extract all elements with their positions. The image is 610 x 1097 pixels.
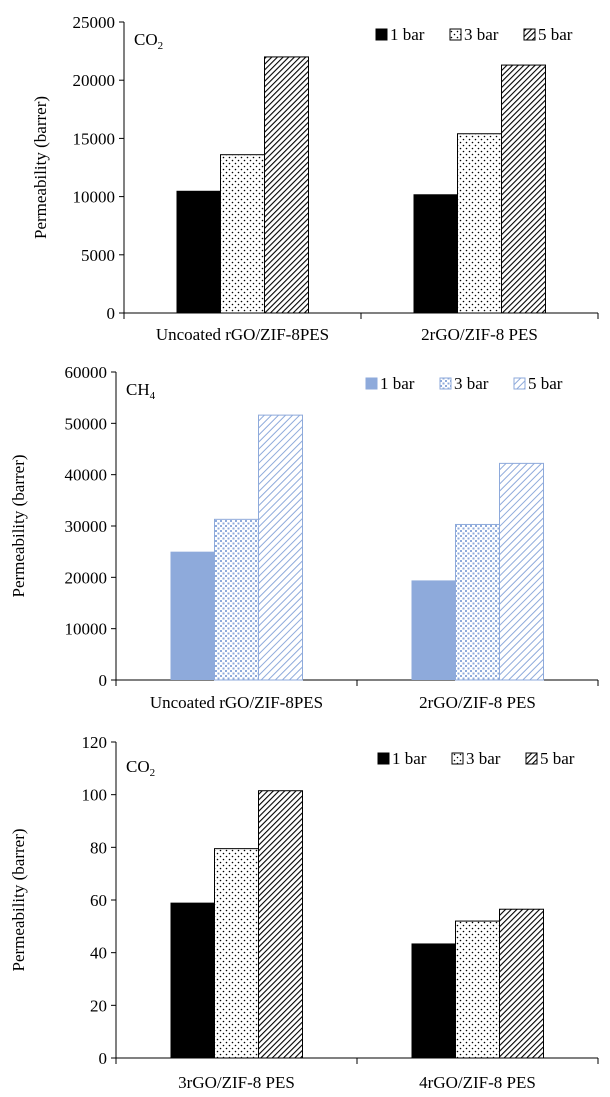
chart-3: 0 20 40 60 80 100 120 3rGO/ZIF-8 PES 4rGO/ZIF-8 … xyxy=(9,733,599,1092)
y-tick-label: 80 xyxy=(90,838,107,857)
category-label: 4rGO/ZIF-8 PES xyxy=(419,1073,536,1092)
bar-1-bar-2 xyxy=(411,943,456,1058)
bar-1-bar-1 xyxy=(170,902,215,1058)
category-label: 2rGO/ZIF-8 PES xyxy=(421,325,538,344)
legend-swatch xyxy=(449,28,462,41)
legend-label: 5 bar xyxy=(538,25,573,44)
bar-3-bar-1 xyxy=(214,518,259,681)
chart-1: 0 5000 10000 15000 20000 25000 Uncoated rGO/ZI… xyxy=(31,13,599,344)
y-axis-label: Permeability (barrer) xyxy=(9,828,28,971)
y-tick-label: 20000 xyxy=(65,568,108,587)
y-tick-label: 50000 xyxy=(65,414,108,433)
bar-5-bar-1 xyxy=(264,56,309,314)
legend-label: 1 bar xyxy=(390,25,425,44)
legend-swatch xyxy=(525,752,538,765)
legend-label: 1 bar xyxy=(392,749,427,768)
y-tick-label: 120 xyxy=(82,733,108,752)
category-label: Uncoated rGO/ZIF-8PES xyxy=(156,325,329,344)
y-tick-label: 60 xyxy=(90,891,107,910)
bar-3-bar-2 xyxy=(457,133,502,314)
bar-3-bar-2 xyxy=(455,523,500,681)
legend-swatch xyxy=(523,28,536,41)
y-tick-label: 100 xyxy=(82,786,108,805)
category-label: Uncoated rGO/ZIF-8PES xyxy=(150,693,323,712)
y-tick-label: 40000 xyxy=(65,466,108,485)
legend-swatch xyxy=(365,377,378,390)
y-tick-label: 25000 xyxy=(73,13,116,32)
y-tick-label: 20 xyxy=(90,996,107,1015)
bar-3-bar-1 xyxy=(214,848,259,1059)
legend-swatch xyxy=(375,28,388,41)
legend-label: 5 bar xyxy=(540,749,575,768)
y-tick-label: 5000 xyxy=(81,246,115,265)
legend-label: 5 bar xyxy=(528,374,563,393)
y-tick-label: 0 xyxy=(99,671,108,690)
y-tick-label: 10000 xyxy=(65,620,108,639)
legend-swatch xyxy=(377,752,390,765)
category-label: 3rGO/ZIF-8 PES xyxy=(178,1073,295,1092)
y-tick-label: 0 xyxy=(99,1049,108,1068)
legend-label: 3 bar xyxy=(464,25,499,44)
y-tick-label: 10000 xyxy=(73,188,116,207)
bar-3-bar-1 xyxy=(220,154,265,314)
y-tick-label: 20000 xyxy=(73,71,116,90)
bar-1-bar-1 xyxy=(176,190,221,313)
legend-swatch xyxy=(513,377,526,390)
y-tick-label: 30000 xyxy=(65,517,108,536)
chart-title: CO2 xyxy=(126,757,155,779)
bar-5-bar-1 xyxy=(258,414,303,681)
category-label: 2rGO/ZIF-8 PES xyxy=(419,693,536,712)
bar-1-bar-2 xyxy=(411,580,456,680)
bar-5-bar-2 xyxy=(501,64,546,314)
chart-title: CH4 xyxy=(126,380,156,402)
y-tick-label: 0 xyxy=(107,304,116,323)
bar-5-bar-2 xyxy=(499,462,544,681)
legend-swatch xyxy=(439,377,452,390)
y-axis-label: Permeability (barrer) xyxy=(31,96,50,239)
bar-5-bar-1 xyxy=(258,790,303,1059)
bar-1-bar-1 xyxy=(170,551,215,680)
legend-label: 3 bar xyxy=(466,749,501,768)
legend-label: 3 bar xyxy=(454,374,489,393)
y-tick-label: 40 xyxy=(90,944,107,963)
y-tick-label: 60000 xyxy=(65,363,108,382)
y-axis-label: Permeability (barrer) xyxy=(9,454,28,597)
bar-3-bar-2 xyxy=(455,920,500,1059)
chart-title: CO2 xyxy=(134,30,163,52)
y-tick-label: 15000 xyxy=(73,129,116,148)
legend-swatch xyxy=(451,752,464,765)
bar-5-bar-2 xyxy=(499,908,544,1059)
chart-2: 0 10000 20000 30000 40000 50000 60000 Uncoated … xyxy=(9,363,599,712)
bar-1-bar-2 xyxy=(413,194,458,313)
legend-label: 1 bar xyxy=(380,374,415,393)
